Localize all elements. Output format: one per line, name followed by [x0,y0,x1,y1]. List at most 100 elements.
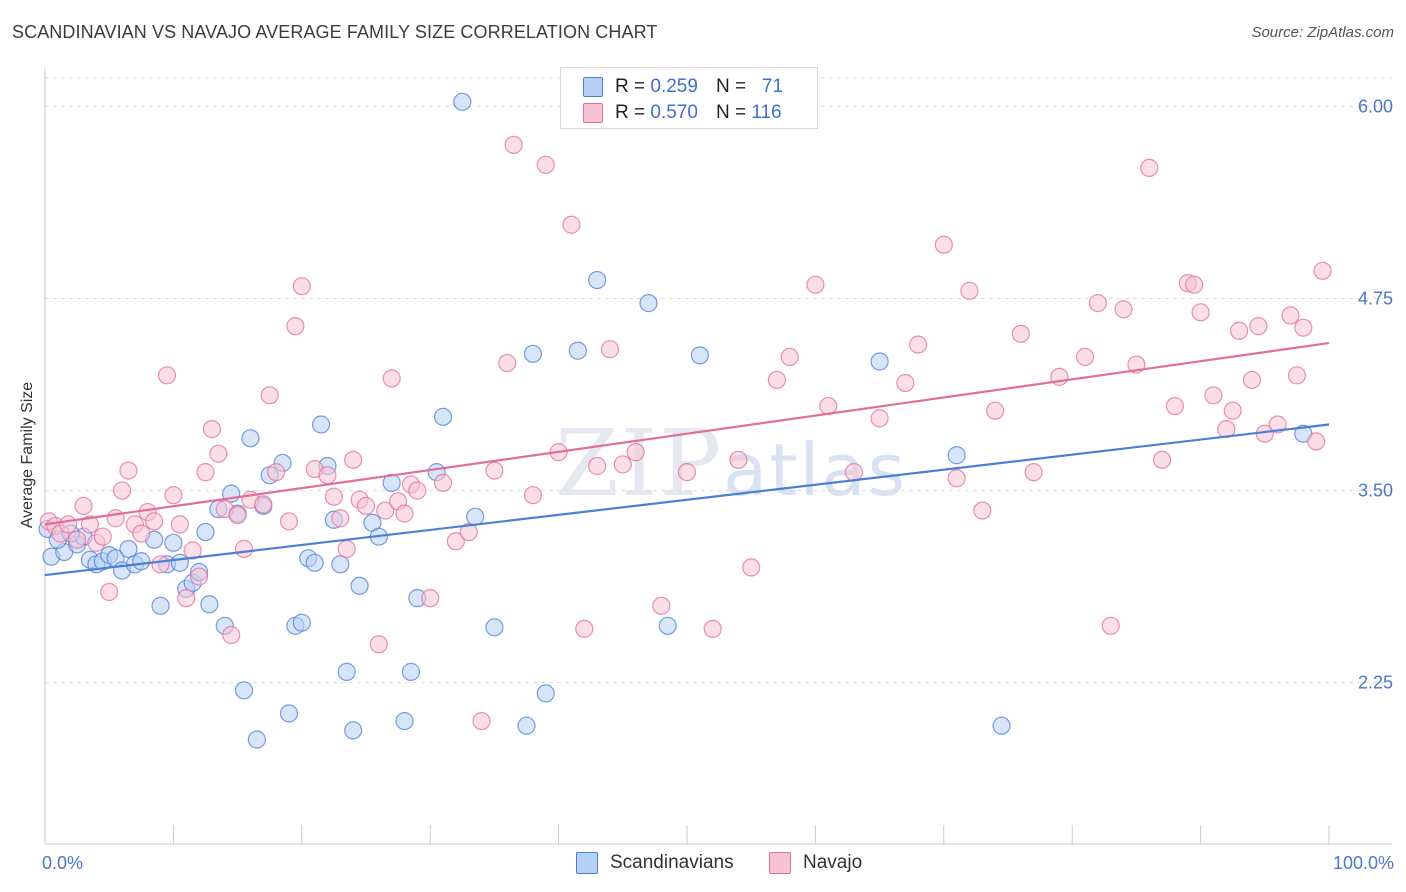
trend-layer [44,341,1330,577]
data-point [806,275,825,294]
data-point [1088,294,1107,313]
stats-legend: R = 0.259 N = 71 R = 0.570 N = 116 [560,67,818,129]
data-point [896,373,915,393]
data-point [1268,415,1287,434]
data-point [986,401,1005,420]
data-point [934,235,953,254]
tick-labels: 2.25 3.50 4.75 6.00 0.0% 100.0% [42,96,1394,873]
data-point [164,533,183,552]
data-point [947,446,966,465]
data-point [600,340,620,359]
data-point [151,596,170,615]
y-tick-label: 3.50 [1358,481,1393,501]
data-point [247,730,266,749]
data-point [164,486,183,505]
data-point [433,407,453,426]
data-point [222,625,241,645]
y-tick-label: 4.75 [1358,288,1393,308]
data-point [267,463,286,482]
data-point [356,496,376,516]
data-point [1114,300,1133,319]
data-point [947,469,966,488]
data-point [183,541,202,560]
data-point [132,552,151,571]
data-point [870,409,889,428]
data-point [241,429,260,448]
y-tick-label: 2.25 [1358,673,1393,693]
data-point [311,415,331,434]
data-point [453,92,472,111]
legend-r-label: R = [615,76,646,97]
data-point [588,456,607,476]
data-point [498,353,517,373]
data-point [1185,275,1204,294]
data-point [1294,318,1313,337]
data-point [677,463,697,482]
grid-lines [45,77,1392,684]
legend-r-value: 0.259 [650,76,698,97]
data-point [170,515,189,534]
data-point [780,347,799,366]
data-point [466,507,485,526]
data-point [369,635,388,654]
data-point [151,555,170,574]
legend-n-value: 71 [761,76,784,97]
legend-swatch-scandinavians [576,852,598,874]
legend-n-label: N = [715,102,747,123]
data-point [446,532,465,551]
data-point [870,352,889,371]
data-point [279,512,299,531]
chart-title: SCANDINAVIAN VS NAVAJO AVERAGE FAMILY SI… [12,22,658,42]
data-point [421,589,440,608]
data-point [74,496,93,516]
data-point [112,481,132,500]
data-point [575,619,594,638]
legend-swatch-navajo [583,103,603,123]
data-point [690,346,709,365]
data-point [1230,321,1249,340]
data-point [209,444,228,463]
data-point [344,721,363,740]
data-point [228,506,247,525]
data-point [485,461,504,480]
data-point [401,662,421,681]
legend-r-value: 0.570 [650,102,698,123]
data-point [344,450,363,469]
legend-item-scandinavians[interactable]: Scandinavians [576,852,734,874]
data-point [504,135,523,154]
data-point [376,501,395,520]
data-point [324,487,343,506]
y-tick-label: 6.00 [1358,96,1393,116]
data-point [1313,261,1332,280]
data-point [331,555,350,574]
data-point [119,461,138,480]
data-point [67,530,87,549]
data-point [93,527,112,546]
data-point [196,463,215,482]
chart-source: Source: ZipAtlas.com [1251,24,1394,41]
legend-item-navajo[interactable]: Navajo [769,852,862,874]
data-point [1011,324,1030,343]
data-point [200,595,219,614]
legend-n-label: N = [715,76,747,97]
series-scandinavians-points [38,92,1313,749]
data-point [742,558,761,577]
data-point [658,616,677,635]
data-point [80,515,100,534]
x-tick-label: 0.0% [42,853,83,873]
data-point [382,369,401,388]
data-point [234,539,254,559]
data-point [286,317,305,336]
data-point [1024,463,1043,482]
data-point [626,443,645,462]
data-point [59,515,78,534]
data-point [408,481,427,500]
data-point [472,711,491,731]
data-point [536,684,555,703]
data-point [119,539,138,559]
data-point [202,420,222,439]
legend-swatch-navajo [769,852,791,874]
data-point [523,344,543,363]
trend-line-navajo [44,341,1330,526]
data-point [196,522,215,542]
